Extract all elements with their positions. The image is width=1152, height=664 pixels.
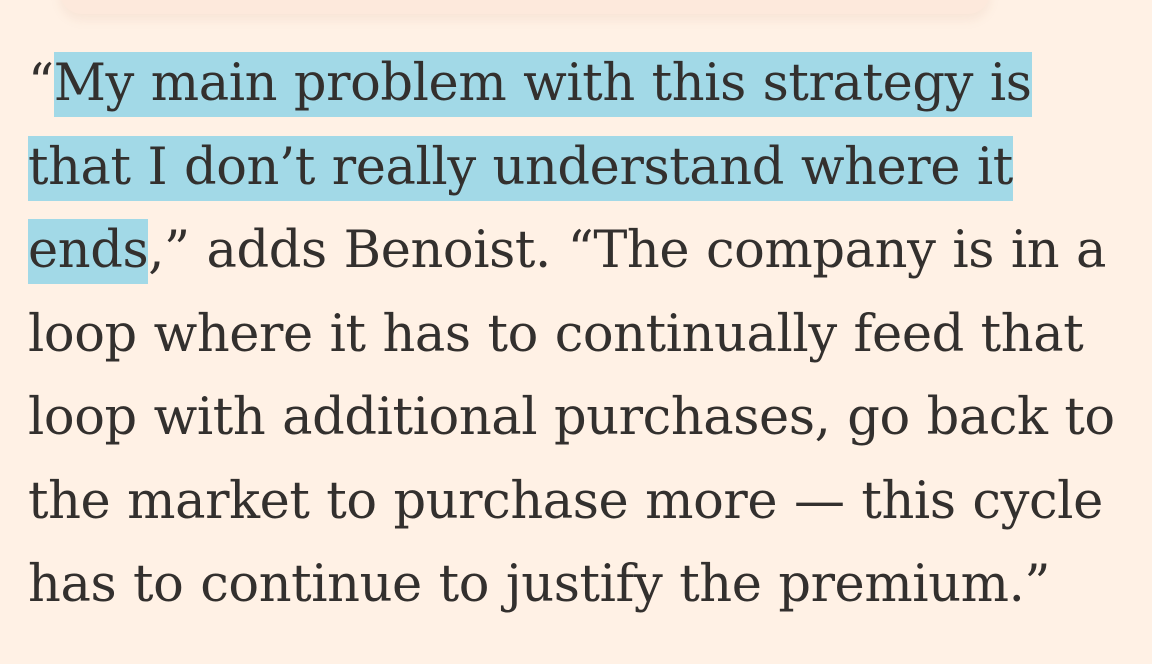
paragraph-continuation: ,” adds Benoist. “The company is in a lo… (28, 221, 1115, 614)
top-card-edge (60, 0, 990, 14)
open-quote-mark: “ (28, 54, 54, 113)
article-paragraph[interactable]: “My main problem with this strategy is t… (28, 42, 1128, 627)
